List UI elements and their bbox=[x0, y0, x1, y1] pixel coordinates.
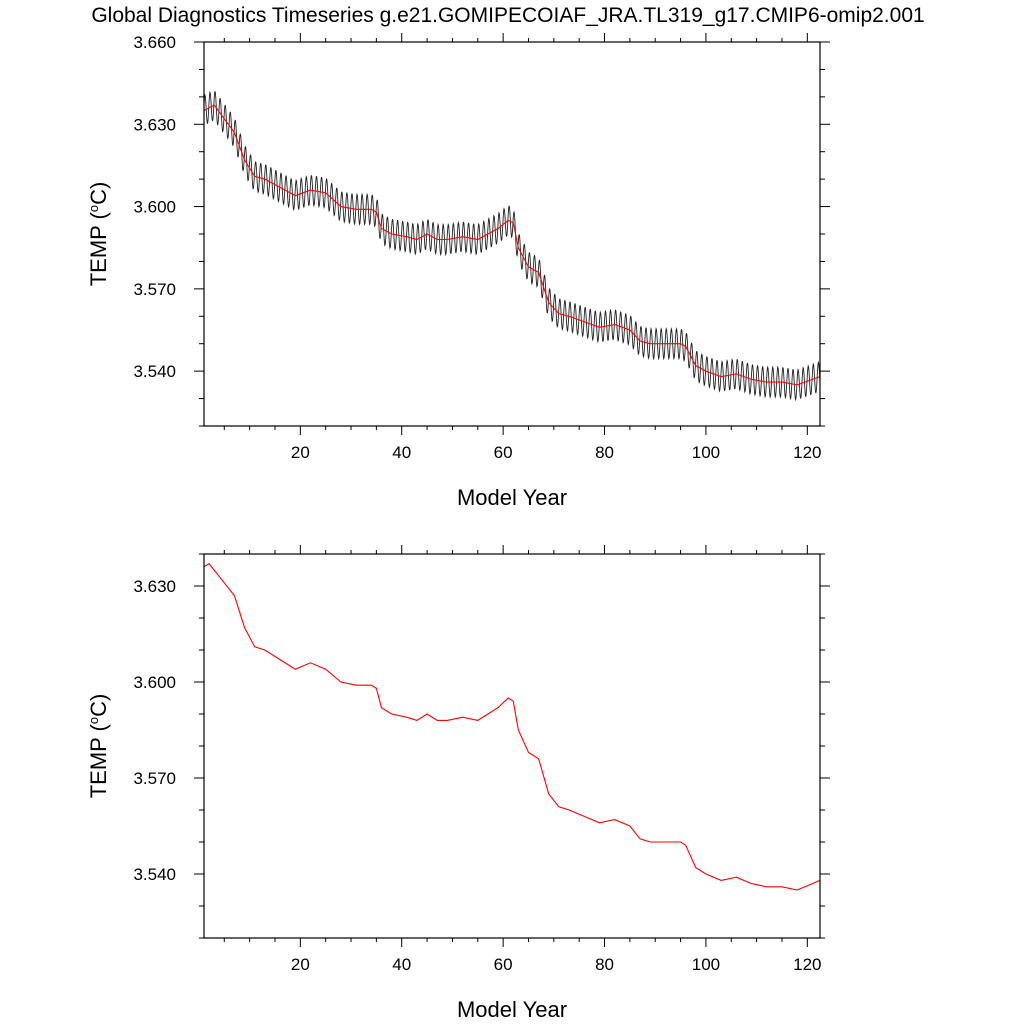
x-tick-label: 100 bbox=[692, 443, 720, 462]
x-tick-label: 40 bbox=[392, 443, 411, 462]
x-tick-label: 40 bbox=[392, 955, 411, 974]
x-tick-label: 120 bbox=[793, 955, 821, 974]
series-line-annual-mean bbox=[203, 104, 821, 386]
y-tick-label: 3.570 bbox=[133, 280, 176, 299]
y-tick-label: 3.660 bbox=[133, 33, 176, 52]
x-tick-label: 120 bbox=[793, 443, 821, 462]
plot-frame bbox=[203, 553, 821, 939]
x-tick-label: 100 bbox=[692, 955, 720, 974]
x-tick-label: 80 bbox=[595, 955, 614, 974]
y-tick-label: 3.630 bbox=[133, 115, 176, 134]
x-tick-label: 20 bbox=[291, 955, 310, 974]
timeseries-panel-raw: 20 40 60 80 100 120 3.540 3.570 3.600 3.630 3.660 M… bbox=[86, 33, 830, 510]
y-axis-label: TEMP (oC) bbox=[86, 182, 111, 287]
y-axis-label: TEMP (oC) bbox=[86, 694, 111, 799]
x-tick-label: 20 bbox=[291, 443, 310, 462]
series-line-monthly bbox=[203, 90, 821, 402]
x-tick-label: 80 bbox=[595, 443, 614, 462]
x-axis-label: Model Year bbox=[457, 997, 567, 1022]
x-axis-label: Model Year bbox=[457, 485, 567, 510]
timeseries-panel-smoothed: 20 40 60 80 100 120 3.540 3.570 3.600 3.630 Model … bbox=[86, 545, 830, 1022]
x-tick-label: 60 bbox=[494, 443, 513, 462]
y-tick-label: 3.570 bbox=[133, 769, 176, 788]
series-line-annual-mean bbox=[203, 562, 821, 891]
y-tick-label: 3.600 bbox=[133, 673, 176, 692]
figure-title: Global Diagnostics Timeseries g.e21.GOMI… bbox=[91, 4, 924, 27]
y-tick-label: 3.630 bbox=[133, 577, 176, 596]
x-tick-label: 60 bbox=[494, 955, 513, 974]
y-tick-label: 3.540 bbox=[133, 865, 176, 884]
y-tick-label: 3.540 bbox=[133, 362, 176, 381]
y-tick-label: 3.600 bbox=[133, 198, 176, 217]
